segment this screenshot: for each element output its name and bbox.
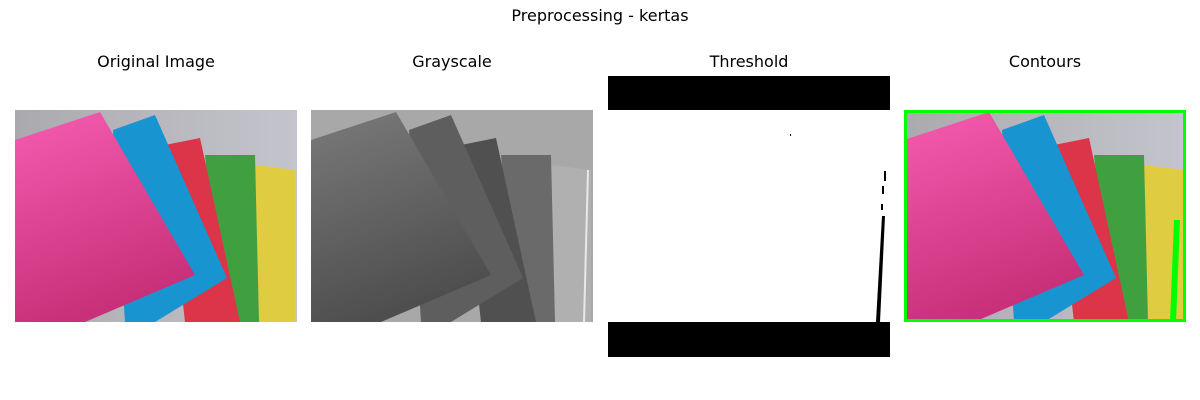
threshold-title: Threshold [709,52,789,71]
grayscale-title: Grayscale [412,52,492,71]
grayscale-panel [311,110,593,322]
figure-title: Preprocessing - kertas [511,6,689,25]
original-image-title: Original Image [97,52,215,71]
contour-outline [904,110,1186,322]
threshold-image [608,76,890,357]
original-image [15,110,297,322]
contours-title: Contours [1008,52,1082,71]
contours-panel [904,110,1186,322]
threshold-panel [608,76,890,357]
grayscale-image [311,110,593,322]
contour-edge [1170,220,1180,322]
contours-image [904,110,1186,322]
original-image-panel [15,110,297,322]
